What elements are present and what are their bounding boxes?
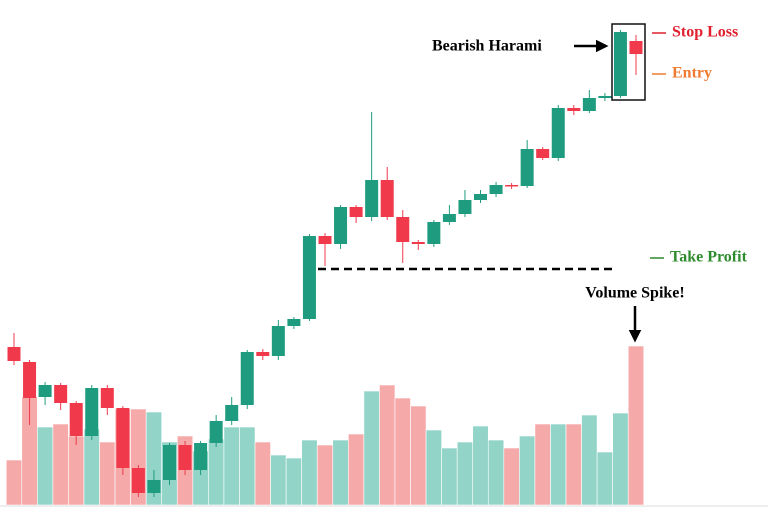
candle-body (551, 108, 565, 158)
pattern-label: Bearish Harami (432, 38, 542, 55)
volume-bar (223, 426, 240, 506)
candle-body (396, 217, 410, 242)
volume-bar (285, 457, 302, 506)
candle-body (225, 405, 239, 421)
candle-body (411, 242, 425, 244)
volume-bar (425, 429, 442, 506)
candle-body (629, 41, 643, 54)
candle-body (240, 352, 254, 405)
candle-body (7, 347, 21, 361)
candle-body (427, 222, 441, 244)
volume-bar (83, 428, 100, 506)
candle-body (582, 98, 596, 111)
volume-bar (254, 441, 271, 506)
volume-bar (332, 439, 349, 506)
volume-bar (363, 390, 380, 506)
candle-body (458, 200, 472, 214)
volume-bar (316, 444, 334, 506)
candle-body (442, 214, 456, 222)
volume-bar (503, 447, 520, 506)
candle-body (85, 388, 99, 436)
candle-body (474, 194, 487, 200)
candle-body (380, 180, 394, 217)
candle-body (54, 385, 68, 403)
candle-body (567, 108, 581, 111)
candle-body (536, 149, 550, 158)
candle-body (147, 480, 161, 493)
candle-body (69, 403, 83, 436)
candle-body (256, 352, 270, 356)
candle-body (598, 96, 612, 98)
volume-bar (627, 345, 645, 506)
candle-body (209, 421, 223, 443)
candle-body (365, 180, 379, 217)
volume-bar (208, 438, 225, 506)
candle-body (178, 445, 192, 470)
volume-bar (581, 414, 598, 506)
volume-bar (52, 423, 69, 506)
volume-bar (441, 447, 458, 506)
candle-body (302, 236, 316, 319)
volume-bar (68, 435, 85, 506)
volume-bar (5, 459, 23, 506)
candle-body (38, 385, 52, 397)
candle-body (349, 207, 363, 217)
volume-bar (270, 454, 287, 506)
volume-bar (612, 412, 629, 506)
candle-body (489, 185, 503, 194)
volume-bar (99, 441, 116, 506)
candle-body (23, 362, 37, 398)
volume-bar (456, 441, 474, 506)
candle-body (287, 319, 301, 326)
volume-bar (410, 405, 427, 506)
pattern-box (611, 23, 646, 101)
volume-bar (394, 397, 411, 506)
level-label: Entry (672, 65, 712, 82)
volume-bar (596, 451, 613, 506)
volume-bar (487, 439, 505, 506)
volume-bar (348, 433, 365, 506)
volume-bar (519, 435, 536, 506)
candle-body (116, 408, 130, 468)
volume-bar (472, 425, 489, 506)
candle-body (334, 207, 348, 244)
candle-body (163, 445, 176, 480)
volume-label: Volume Spike! (585, 285, 684, 302)
level-label: Stop Loss (672, 24, 738, 41)
volume-bar (379, 384, 396, 506)
volume-bar (565, 423, 582, 506)
candle-body (131, 468, 145, 493)
candle-body (505, 185, 519, 187)
candle-body (100, 388, 114, 408)
volume-bar (37, 426, 54, 506)
level-label: Take Profit (670, 249, 748, 266)
candle-body (194, 443, 208, 470)
volume-bar (239, 426, 256, 506)
candle-body (613, 32, 627, 96)
volume-bar (550, 423, 567, 506)
candle-body (520, 149, 534, 186)
candle-body (271, 326, 285, 356)
volume-bar (301, 439, 318, 506)
candle-body (318, 236, 332, 244)
volume-bar (534, 423, 551, 506)
